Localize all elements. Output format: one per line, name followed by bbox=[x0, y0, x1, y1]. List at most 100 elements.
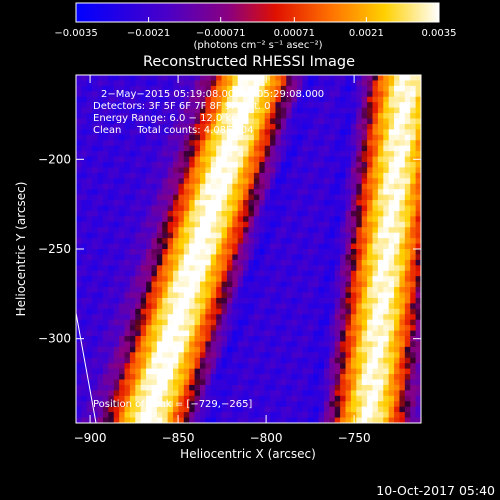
heatmap-cell bbox=[81, 232, 88, 239]
heatmap-cell bbox=[350, 178, 357, 185]
heatmap-cell bbox=[194, 118, 201, 125]
heatmap-cell bbox=[210, 276, 217, 283]
heatmap-cell bbox=[350, 281, 357, 288]
heatmap-cell bbox=[367, 216, 374, 223]
heatmap-cell bbox=[248, 238, 255, 245]
heatmap-cell bbox=[318, 303, 325, 310]
heatmap-cell bbox=[307, 417, 314, 423]
heatmap-cell bbox=[340, 200, 347, 207]
heatmap-cell bbox=[140, 91, 147, 98]
heatmap-cell bbox=[302, 265, 309, 272]
heatmap-cell bbox=[129, 308, 136, 315]
heatmap-cell bbox=[167, 75, 174, 82]
heatmap-cell bbox=[167, 379, 174, 386]
heatmap-cell bbox=[280, 172, 287, 179]
colorbar-ticks: −0.0035 −0.0021 −0.00071 0.00071 0.0021 0.003… bbox=[54, 17, 457, 39]
heatmap-cell bbox=[367, 259, 374, 266]
heatmap-cell bbox=[199, 379, 206, 386]
heatmap-cell bbox=[86, 341, 93, 348]
heatmap-cell bbox=[92, 254, 99, 261]
heatmap-cell bbox=[124, 270, 131, 277]
heatmap-cell bbox=[302, 374, 309, 381]
heatmap-cell bbox=[129, 178, 136, 185]
heatmap-cell bbox=[86, 129, 93, 136]
heatmap-cell bbox=[151, 254, 158, 261]
heatmap-cell bbox=[302, 96, 309, 103]
heatmap-cell bbox=[383, 113, 390, 120]
heatmap-cell bbox=[162, 384, 169, 391]
heatmap-cell bbox=[394, 85, 401, 92]
heatmap-cell bbox=[216, 194, 223, 201]
heatmap-cell bbox=[156, 238, 163, 245]
heatmap-cell bbox=[151, 308, 158, 315]
heatmap-cell bbox=[189, 417, 196, 423]
heatmap-cell bbox=[367, 145, 374, 152]
heatmap-cell bbox=[383, 401, 390, 408]
heatmap-cell bbox=[86, 314, 93, 321]
heatmap-cell bbox=[119, 194, 126, 201]
heatmap-cell bbox=[334, 308, 341, 315]
heatmap-cell bbox=[297, 96, 304, 103]
heatmap-cell bbox=[404, 118, 411, 125]
heatmap-cell bbox=[205, 227, 212, 234]
heatmap-cell bbox=[415, 341, 421, 348]
heatmap-cell bbox=[119, 379, 126, 386]
heatmap-cell bbox=[318, 336, 325, 343]
heatmap-cell bbox=[81, 189, 88, 196]
heatmap-cell bbox=[280, 401, 287, 408]
heatmap-cell bbox=[97, 395, 104, 402]
heatmap-cell bbox=[221, 118, 228, 125]
heatmap-cell bbox=[410, 227, 417, 234]
heatmap-cell bbox=[377, 336, 384, 343]
heatmap-cell bbox=[361, 134, 368, 141]
heatmap-cell bbox=[350, 357, 357, 364]
heatmap-cell bbox=[350, 352, 357, 359]
heatmap-cell bbox=[135, 346, 142, 353]
heatmap-cell bbox=[307, 91, 314, 98]
heatmap-cell bbox=[151, 189, 158, 196]
heatmap-cell bbox=[377, 325, 384, 332]
heatmap-cell bbox=[162, 102, 169, 109]
heatmap-cell bbox=[329, 357, 336, 364]
heatmap-cell bbox=[340, 216, 347, 223]
heatmap-cell bbox=[361, 151, 368, 158]
heatmap-cell bbox=[156, 75, 163, 82]
heatmap-cell bbox=[156, 249, 163, 256]
heatmap-cell bbox=[146, 167, 153, 174]
heatmap-cell bbox=[388, 162, 395, 169]
heatmap-cell bbox=[280, 330, 287, 337]
heatmap-cell bbox=[307, 151, 314, 158]
heatmap-cell bbox=[216, 210, 223, 217]
heatmap-cell bbox=[183, 113, 190, 120]
heatmap-cell bbox=[156, 308, 163, 315]
heatmap-cell bbox=[199, 254, 206, 261]
heatmap-cell bbox=[221, 308, 228, 315]
heatmap-cell bbox=[237, 123, 244, 130]
heatmap-cell bbox=[92, 352, 99, 359]
heatmap-cell bbox=[297, 107, 304, 114]
heatmap-cell bbox=[345, 140, 352, 147]
heatmap-cell bbox=[151, 167, 158, 174]
heatmap-cell bbox=[291, 254, 298, 261]
heatmap-cell bbox=[297, 145, 304, 152]
heatmap-cell bbox=[156, 325, 163, 332]
heatmap-cell bbox=[318, 352, 325, 359]
heatmap-cell bbox=[361, 276, 368, 283]
heatmap-cell bbox=[199, 384, 206, 391]
heatmap-cell bbox=[129, 200, 136, 207]
heatmap-cell bbox=[129, 281, 136, 288]
heatmap-cell bbox=[226, 352, 233, 359]
heatmap-cell bbox=[226, 341, 233, 348]
heatmap-cell bbox=[183, 265, 190, 272]
heatmap-cell bbox=[183, 374, 190, 381]
heatmap-cell bbox=[302, 303, 309, 310]
heatmap-cell bbox=[232, 308, 239, 315]
heatmap-cell bbox=[313, 292, 320, 299]
heatmap-cell bbox=[372, 330, 379, 337]
heatmap-cell bbox=[323, 270, 330, 277]
heatmap-cell bbox=[205, 113, 212, 120]
heatmap-cell bbox=[291, 91, 298, 98]
heatmap-cell bbox=[237, 265, 244, 272]
heatmap-cell bbox=[302, 259, 309, 266]
heatmap-cell bbox=[410, 178, 417, 185]
